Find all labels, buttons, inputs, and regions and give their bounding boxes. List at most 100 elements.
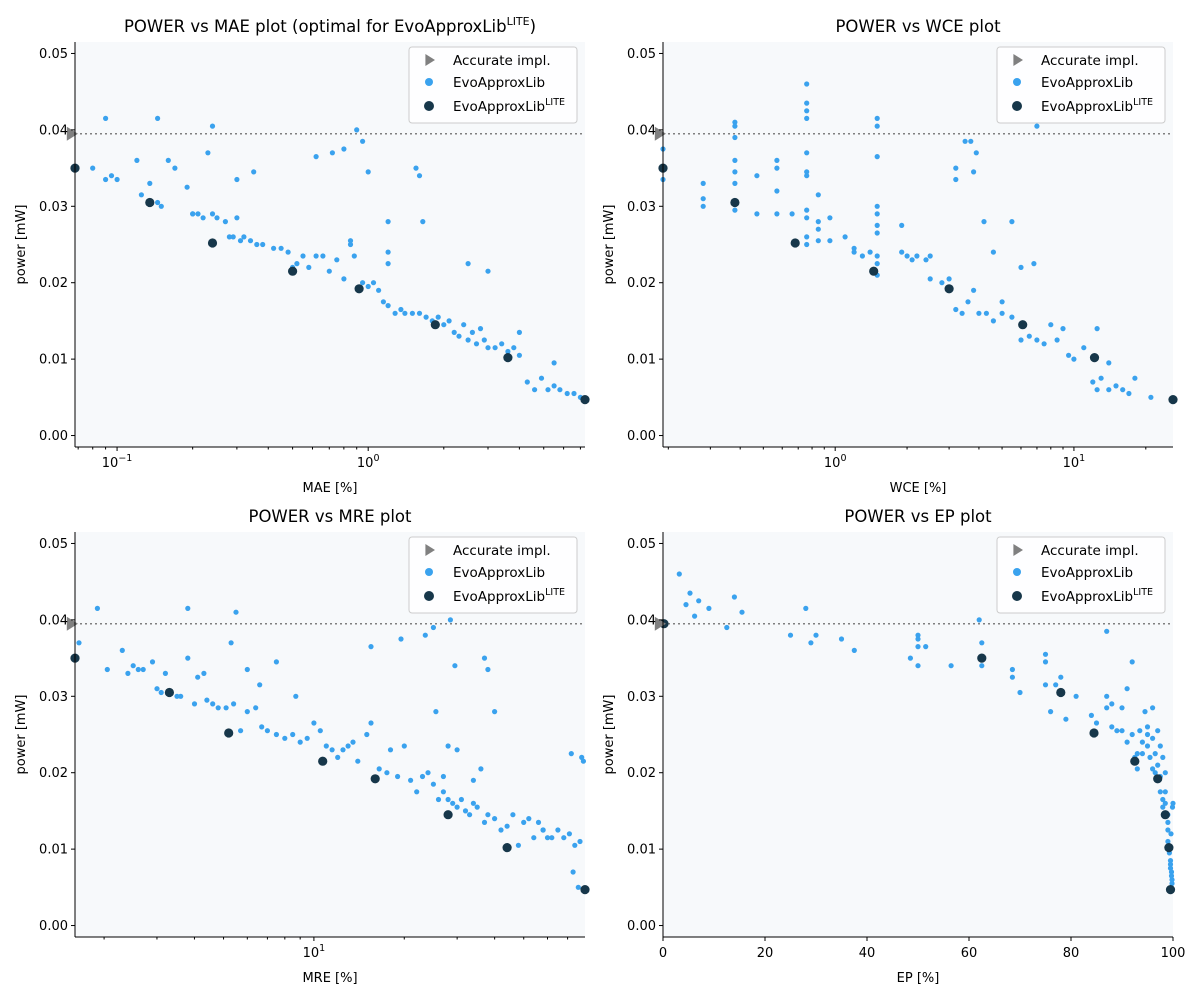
evo-point: [804, 173, 810, 179]
evo-point: [214, 215, 220, 221]
evo-point: [103, 115, 109, 121]
evo-point: [859, 253, 866, 259]
evo-point: [732, 119, 738, 125]
legend-lite-marker: [424, 101, 434, 111]
evo-point: [341, 276, 347, 282]
evo-point: [874, 211, 880, 217]
evo-point: [162, 670, 168, 677]
evo-point: [1018, 337, 1024, 343]
legend: Accurate impl. EvoApproxLib EvoApproxLibLI…: [996, 46, 1166, 124]
evo-point: [380, 299, 386, 305]
x-tick-label: 80: [1063, 946, 1080, 961]
y-tick-label: 0.01: [627, 353, 656, 368]
evo-point: [492, 709, 498, 715]
legend-lite-marker: [1012, 591, 1022, 601]
lite-point: [730, 197, 740, 208]
evo-point: [566, 831, 573, 837]
legend: Accurate impl. EvoApproxLib EvoApproxLibLI…: [996, 536, 1166, 614]
evo-point: [440, 789, 446, 795]
evo-point: [505, 348, 511, 355]
evo-point: [376, 287, 382, 293]
evo-point: [385, 219, 391, 225]
evo-point: [851, 647, 857, 654]
evo-point: [789, 211, 795, 217]
evo-point: [329, 150, 335, 156]
evo-point: [1169, 880, 1175, 887]
evo-point: [1009, 666, 1016, 673]
legend-accurate-marker: [1013, 544, 1023, 556]
evo-point: [815, 219, 821, 225]
evo-point: [446, 318, 452, 324]
evo-point: [946, 276, 952, 282]
evo-point: [1063, 716, 1069, 722]
evo-point: [914, 253, 920, 259]
evo-point: [803, 605, 809, 612]
evo-point: [874, 253, 880, 259]
evo-point: [687, 590, 693, 596]
evo-point: [732, 157, 738, 163]
x-tick-label: 101: [1063, 453, 1086, 471]
evo-point: [551, 360, 557, 366]
evo-point: [1150, 766, 1156, 772]
evo-point: [999, 310, 1005, 316]
evo-point: [119, 647, 125, 654]
accurate-impl-marker: [66, 616, 78, 631]
evo-point: [492, 816, 498, 822]
evo-point: [1017, 689, 1023, 696]
evo-point: [355, 758, 361, 764]
evo-point: [804, 215, 810, 221]
evo-point: [311, 720, 317, 726]
evo-point: [282, 735, 288, 741]
evo-point: [976, 617, 982, 623]
evo-point: [827, 215, 833, 221]
lite-point: [977, 653, 987, 663]
evo-point: [485, 268, 491, 274]
evo-point: [538, 375, 545, 381]
evo-point: [1129, 731, 1135, 738]
evo-point: [485, 812, 491, 818]
evo-point: [469, 329, 475, 335]
evo-point: [90, 165, 96, 171]
evo-point: [401, 743, 407, 749]
x-tick-label: 60: [961, 946, 978, 961]
evo-point: [555, 827, 561, 833]
evo-point: [575, 884, 581, 890]
evo-point: [1094, 387, 1100, 393]
evo-point: [551, 383, 557, 389]
evo-point: [1167, 858, 1174, 864]
evo-point: [300, 253, 306, 259]
evo-point: [209, 211, 216, 217]
evo-point: [244, 666, 250, 673]
evo-point: [244, 709, 250, 715]
evo-point: [1042, 682, 1049, 688]
evo-point: [456, 333, 462, 339]
evo-point: [732, 180, 738, 186]
evo-point: [154, 686, 160, 692]
evo-point: [953, 176, 959, 183]
evo-point: [1152, 770, 1158, 776]
lite-point: [430, 320, 440, 330]
chart-ep: 0.00 0.01 0.02 0.03 0.04 0.05 0 20 40 60 80 100 EP […: [602, 507, 1185, 986]
legend-lite-label: EvoApproxLibLITE: [1041, 97, 1153, 115]
evo-point: [174, 693, 180, 699]
x-tick-label: 0: [659, 946, 667, 961]
evo-point: [454, 747, 460, 753]
evo-point: [130, 663, 136, 669]
evo-point: [238, 728, 244, 734]
evo-point: [923, 257, 929, 263]
evo-point: [971, 169, 977, 175]
evo-point: [953, 165, 959, 171]
evo-point: [774, 165, 780, 171]
evo-point: [452, 663, 458, 669]
y-tick-label: 0.01: [39, 843, 68, 858]
evo-point: [939, 280, 945, 286]
evo-point: [1026, 333, 1032, 339]
accurate-impl-marker: [654, 616, 666, 631]
evo-point: [108, 173, 115, 179]
evo-point: [739, 609, 745, 615]
evo-point: [435, 314, 441, 320]
evo-point: [1106, 360, 1112, 366]
evo-point: [273, 659, 279, 665]
evo-point: [526, 816, 532, 822]
evo-point: [827, 238, 833, 244]
